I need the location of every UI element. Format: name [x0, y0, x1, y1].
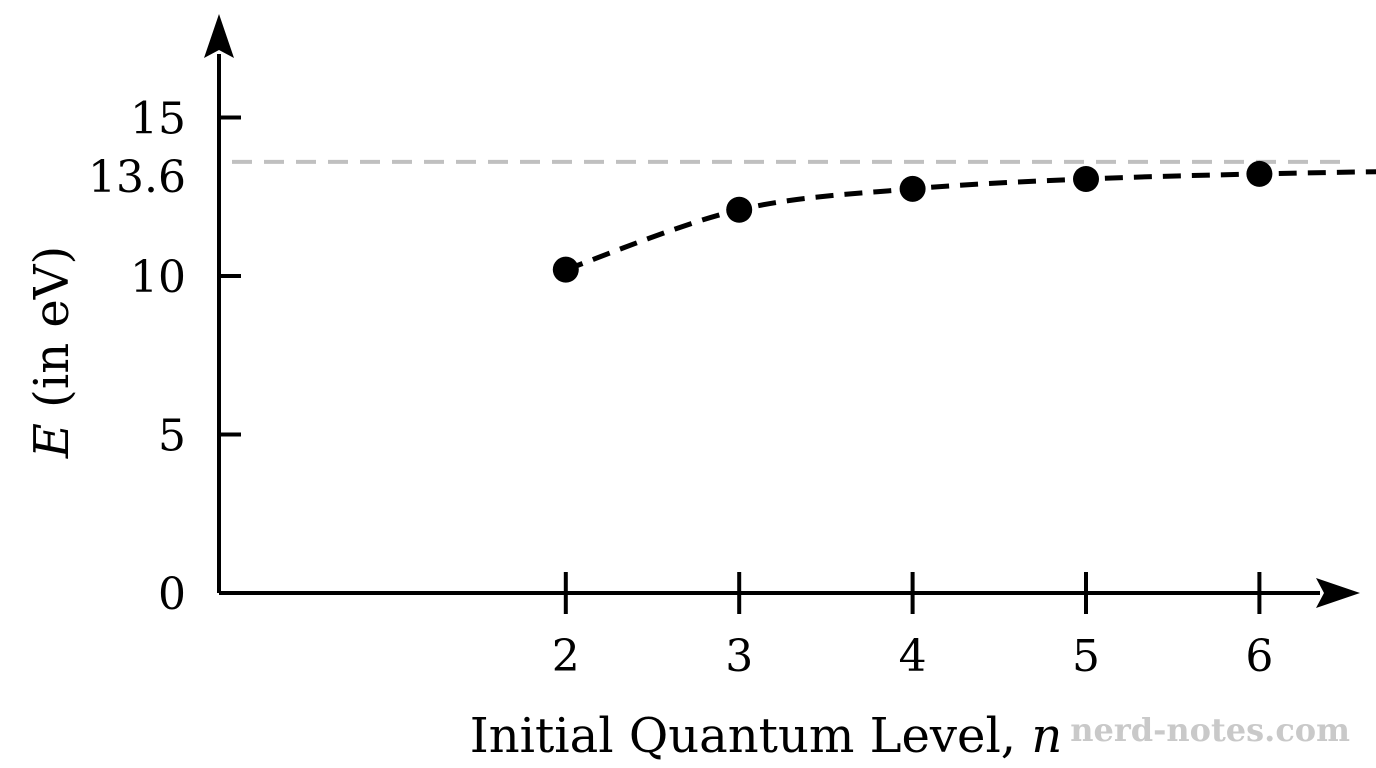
data-point	[726, 196, 753, 223]
x-axis-label-text: Initial Quantum Level,	[470, 708, 1032, 764]
data-point	[1073, 165, 1099, 192]
x-tick-label: 3	[725, 631, 753, 682]
y-axis-label-text: (in eV)	[24, 246, 80, 423]
x-tick-label: 4	[899, 631, 927, 682]
x-axis-label-variable: n	[1031, 708, 1062, 764]
y-tick-label: 0	[158, 569, 186, 620]
data-point	[552, 256, 579, 283]
x-tick-label: 2	[552, 631, 580, 682]
y-tick-label: 5	[158, 411, 186, 462]
y-axis-label-variable: E	[24, 423, 80, 459]
x-ticks: 234567	[552, 572, 1273, 682]
x-axis-label: Initial Quantum Level, n	[470, 708, 1062, 764]
data-point	[899, 175, 926, 202]
y-ticks: 0 5 10 15	[130, 94, 241, 620]
x-tick-label: 6	[1245, 631, 1273, 682]
y-axis-arrow	[204, 14, 234, 58]
watermark: nerd-notes.com	[1070, 711, 1350, 749]
x-tick-label: 5	[1072, 631, 1100, 682]
y-tick-label: 15	[130, 94, 186, 145]
y-axis-label: E (in eV)	[24, 246, 80, 459]
series-dashed-line	[564, 169, 1376, 273]
data-point	[1246, 160, 1273, 187]
y-tick-label: 10	[130, 252, 186, 303]
reference-line-label: 13.6	[88, 152, 186, 203]
x-axis-arrow	[1316, 578, 1360, 608]
data-points	[552, 160, 1273, 283]
